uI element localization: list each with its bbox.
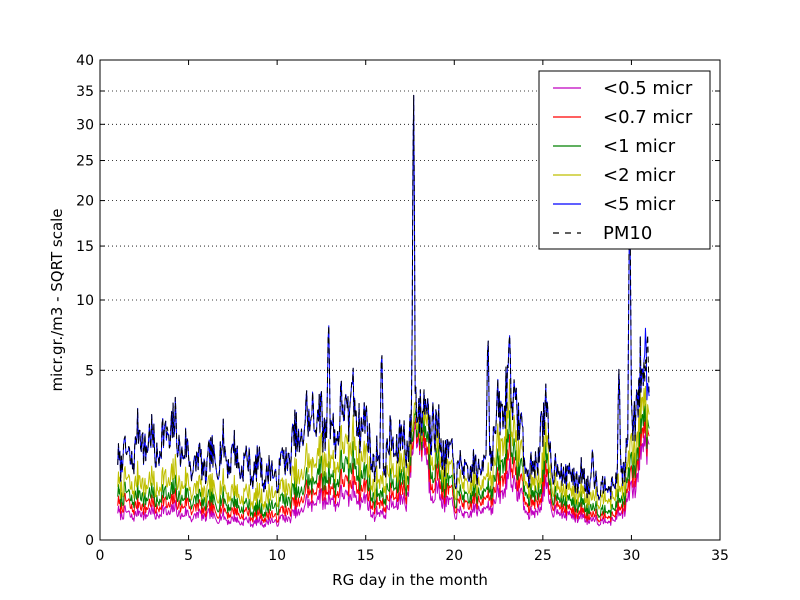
x-tick-label: 10 [268, 548, 286, 564]
legend-box [538, 70, 711, 250]
legend: <0.5 micr <0.7 micr <1 micr <2 micr <5 micr P… [538, 70, 711, 250]
y-axis-label: micr.gr./m3 - SQRT scale [48, 208, 66, 391]
legend-label: <0.5 micr [603, 78, 693, 99]
plot-area [117, 94, 650, 528]
y-tick-label: 35 [76, 84, 94, 100]
plot-frame [99, 59, 721, 541]
x-axis-label: RG day in the month [332, 571, 488, 589]
y-tick-label: 15 [76, 239, 94, 255]
legend-label: <2 micr [603, 165, 676, 186]
y-tick-label: 10 [76, 293, 94, 309]
series-line-5 [117, 94, 650, 501]
x-tick-label: 0 [96, 548, 105, 564]
series-line-0 [117, 421, 650, 528]
y-tick-label: 20 [76, 194, 94, 210]
legend-label: <0.7 micr [603, 107, 693, 128]
x-tick-label: 15 [357, 548, 375, 564]
x-tick-label: 30 [623, 548, 641, 564]
y-tick-label: 25 [76, 154, 94, 170]
axis-ticks: 0 5 10 15 20 25 30 35 40 0 5 10 15 20 25 30 35 [76, 53, 729, 564]
y-tick-label: 40 [76, 53, 94, 69]
legend-label: <5 micr [603, 194, 676, 215]
y-tick-label: 0 [85, 533, 94, 549]
x-tick-label: 5 [184, 548, 193, 564]
series-line-2 [117, 394, 650, 519]
x-tick-label: 20 [445, 548, 463, 564]
series-line-3 [117, 372, 650, 510]
x-tick-label: 25 [534, 548, 552, 564]
legend-label: PM10 [603, 223, 652, 244]
x-tick-label: 35 [711, 548, 729, 564]
y-tick-label: 30 [76, 117, 94, 133]
legend-label: <1 micr [603, 136, 676, 157]
series-line-1 [117, 411, 650, 524]
y-tick-label: 5 [85, 363, 94, 379]
